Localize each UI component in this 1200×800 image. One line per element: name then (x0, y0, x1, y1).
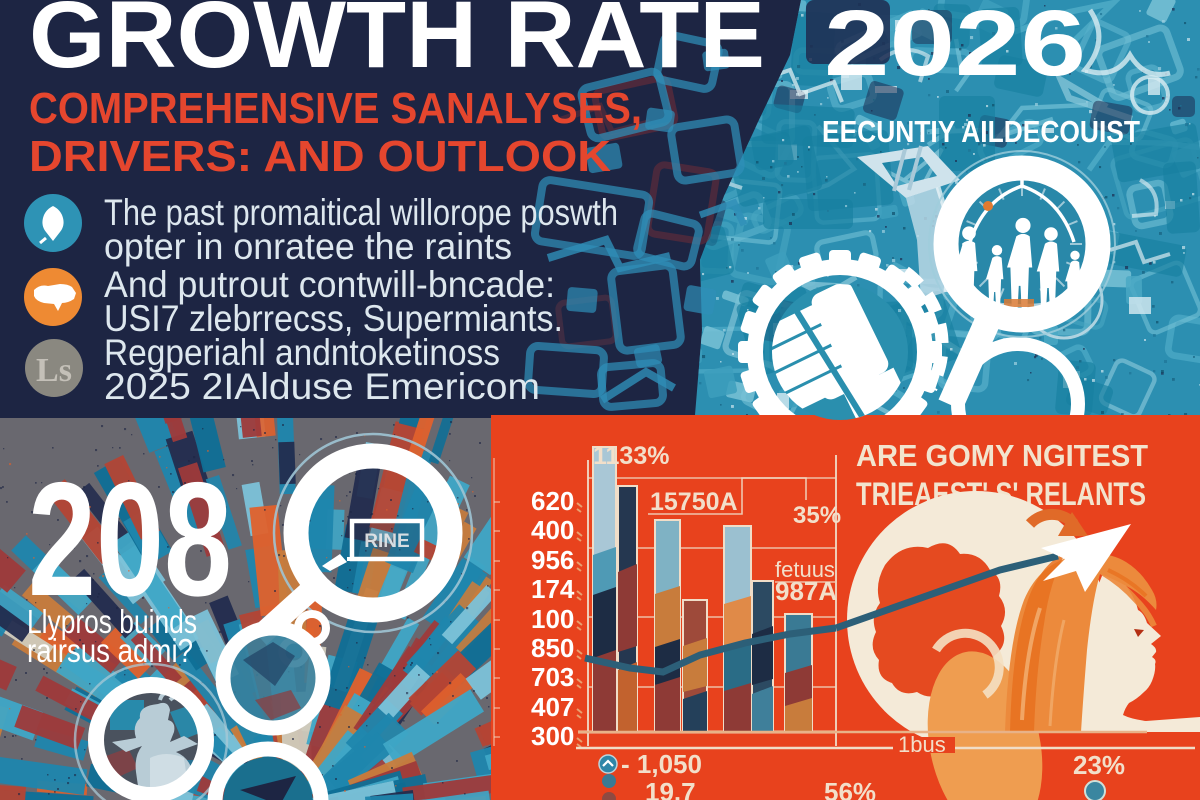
svg-text:And putrout contwill-bncade:: And putrout contwill-bncade: (104, 264, 555, 305)
svg-text:956: 956 (531, 545, 574, 575)
svg-text:300: 300 (531, 721, 574, 751)
svg-text:Llypros buinds: Llypros buinds (27, 603, 197, 640)
svg-text:2026: 2026 (824, 0, 1086, 95)
svg-text:620: 620 (531, 486, 574, 516)
svg-text:fetuus: fetuus (775, 557, 835, 582)
svg-text:987A: 987A (775, 576, 837, 606)
svg-text:rairsus admi?: rairsus admi? (27, 632, 193, 669)
svg-text:400: 400 (531, 515, 574, 545)
svg-text:850: 850 (531, 633, 574, 663)
svg-text:2025 2IAlduse Emericom: 2025 2IAlduse Emericom (104, 366, 540, 407)
svg-text:USI7 zlebrrecss, Supermiants.: USI7 zlebrrecss, Supermiants. (104, 298, 563, 339)
svg-text:RINE: RINE (364, 531, 409, 552)
svg-text:1133%: 1133% (593, 442, 669, 470)
svg-text:COMPREHENSIVE SANALYSES,: COMPREHENSIVE SANALYSES, (29, 84, 642, 133)
svg-text:15750A: 15750A (650, 488, 738, 516)
svg-text:The past promaitical willorope: The past promaitical willorope poswth (104, 192, 618, 233)
svg-text:56%: 56% (824, 777, 876, 800)
svg-text:GROWTH RATE: GROWTH RATE (29, 0, 765, 88)
svg-text:1bus: 1bus (898, 732, 946, 757)
svg-text:opter in onratee the raints: opter in onratee the raints (104, 226, 512, 267)
svg-text:174: 174 (531, 574, 575, 604)
svg-text:407: 407 (531, 692, 574, 722)
svg-text:208: 208 (28, 449, 232, 630)
svg-text:DRIVERS: AND OUTLOOK: DRIVERS: AND OUTLOOK (29, 132, 611, 181)
svg-text:35%: 35% (793, 502, 841, 529)
svg-text:19.7: 19.7 (645, 777, 696, 800)
svg-text:- 1,050: - 1,050 (621, 749, 702, 779)
svg-text:ARE GOMY NGITEST: ARE GOMY NGITEST (856, 438, 1148, 473)
svg-text:703: 703 (531, 662, 574, 692)
svg-text:23%: 23% (1073, 750, 1125, 780)
svg-text:Ls: Ls (36, 352, 72, 389)
svg-text:100: 100 (531, 604, 574, 634)
svg-text:EECUNTIY AILDECOUIST: EECUNTIY AILDECOUIST (822, 114, 1140, 149)
svg-text:Regperiahl andntoketinoss: Regperiahl andntoketinoss (104, 332, 500, 373)
